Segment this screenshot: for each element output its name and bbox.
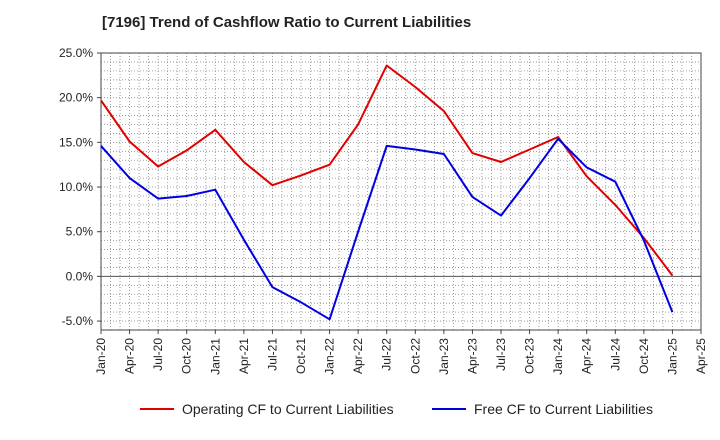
x-tick-label: Oct-22 <box>408 338 422 374</box>
y-tick-label: 0.0% <box>66 269 94 283</box>
x-tick-label: Apr-23 <box>465 338 479 374</box>
x-tick-label: Jan-23 <box>437 338 451 375</box>
x-tick-label: Oct-21 <box>294 338 308 374</box>
x-tick-label: Jan-20 <box>94 338 108 375</box>
x-tick-label: Apr-22 <box>351 338 365 374</box>
x-tick-label: Apr-24 <box>580 338 594 374</box>
y-tick-label: 25.0% <box>59 46 93 60</box>
y-tick-label: -5.0% <box>62 314 94 328</box>
y-tick-label: 10.0% <box>59 180 93 194</box>
x-tick-label: Jul-21 <box>265 338 279 371</box>
series-line-2 <box>100 137 674 321</box>
y-tick-label: 5.0% <box>66 225 94 239</box>
x-tick-label: Jan-24 <box>551 338 565 375</box>
x-tick-label: Oct-20 <box>180 338 194 374</box>
x-tick-label: Jan-21 <box>208 338 222 375</box>
x-tick-label: Apr-21 <box>237 338 251 374</box>
chart-title: [7196] Trend of Cashflow Ratio to Curren… <box>102 14 472 31</box>
y-tick-label: 20.0% <box>59 91 93 105</box>
x-tick-label: Jul-24 <box>608 338 622 371</box>
y-tick-label: 15.0% <box>59 135 93 149</box>
x-tick-label: Jul-20 <box>151 338 165 371</box>
x-tick-label: Apr-25 <box>694 338 708 374</box>
plot-area <box>101 53 701 330</box>
x-tick-label: Jan-22 <box>323 338 337 375</box>
x-tick-label: Jul-22 <box>380 338 394 371</box>
x-tick-label: Jul-23 <box>494 338 508 371</box>
x-tick-label: Jan-25 <box>665 338 679 375</box>
series-line-1 <box>100 64 674 277</box>
x-tick-label: Apr-20 <box>123 338 137 374</box>
x-tick-label: Oct-23 <box>523 338 537 374</box>
legend-label-1: Operating CF to Current Liabilities <box>182 401 394 417</box>
legend-label-2: Free CF to Current Liabilities <box>474 401 653 417</box>
plot-border <box>100 52 702 331</box>
x-tick-label: Oct-24 <box>637 338 651 374</box>
